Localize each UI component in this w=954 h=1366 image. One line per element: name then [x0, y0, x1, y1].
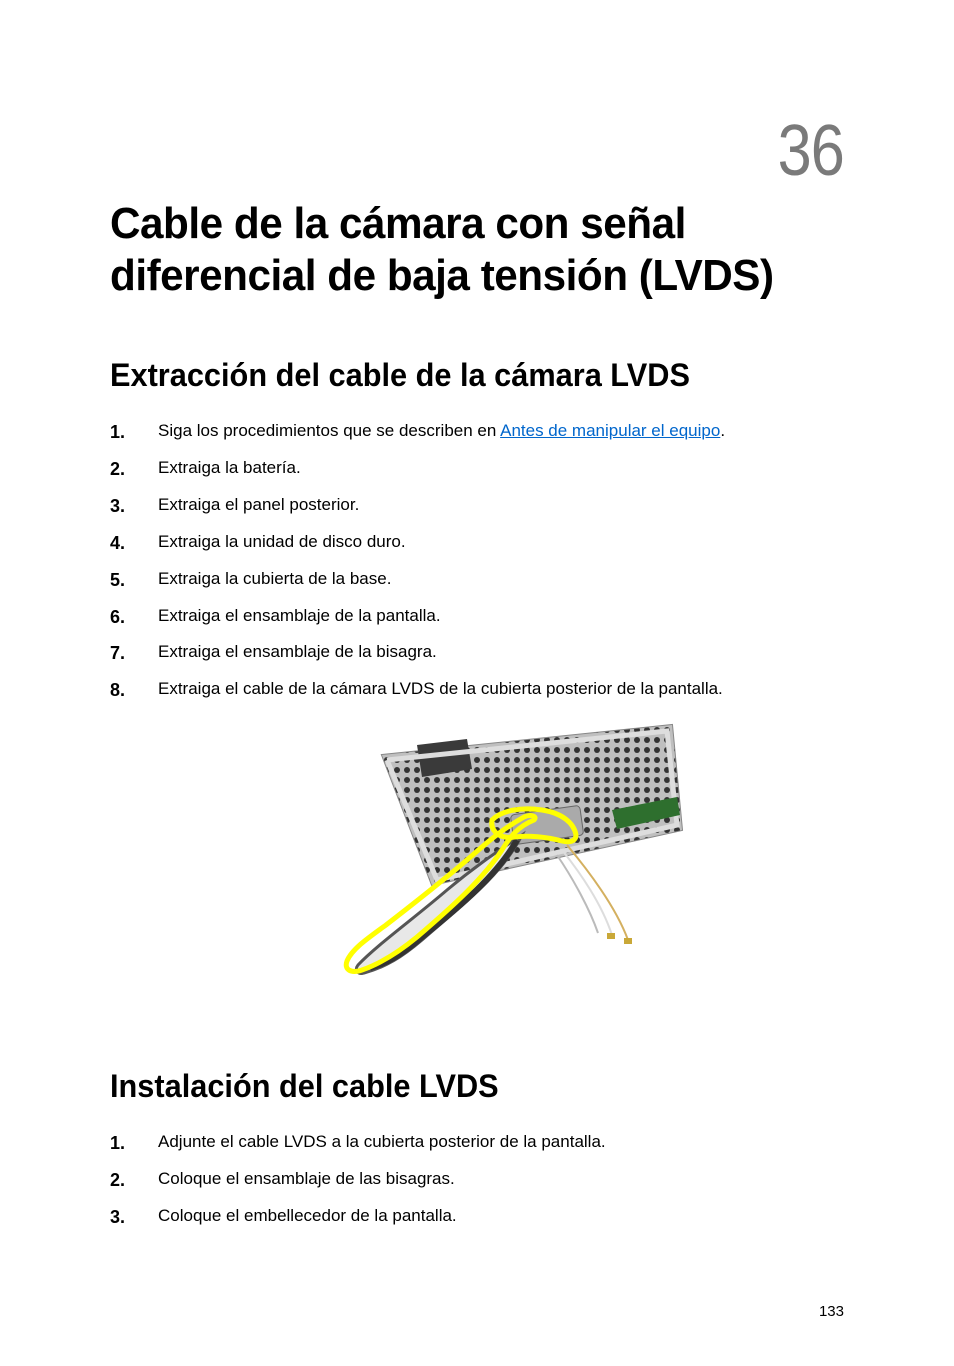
- step-list-extraccion: Siga los procedimientos que se describen…: [110, 420, 844, 702]
- step-text-prefix: Siga los procedimientos que se describen…: [158, 421, 500, 440]
- step-text-suffix: .: [720, 421, 725, 440]
- step-text: Extraiga la unidad de disco duro.: [158, 532, 406, 551]
- step-item: Extraiga la batería.: [110, 457, 844, 480]
- step-text: Extraiga la batería.: [158, 458, 301, 477]
- step-item: Adjunte el cable LVDS a la cubierta post…: [110, 1131, 844, 1154]
- step-text: Adjunte el cable LVDS a la cubierta post…: [158, 1132, 606, 1151]
- step-item: Extraiga el ensamblaje de la bisagra.: [110, 641, 844, 664]
- page-root: 36 Cable de la cámara con señal diferenc…: [0, 0, 954, 1366]
- step-link[interactable]: Antes de manipular el equipo: [500, 421, 720, 440]
- lvds-diagram-icon: [262, 715, 692, 1005]
- section-heading-extraccion: Extracción del cable de la cámara LVDS: [110, 357, 815, 394]
- page-number: 133: [819, 1303, 844, 1320]
- step-text: Coloque el embellecedor de la pantalla.: [158, 1206, 457, 1225]
- chapter-number: 36: [220, 110, 844, 192]
- section-heading-instalacion: Instalación del cable LVDS: [110, 1068, 815, 1105]
- step-item: Extraiga el ensamblaje de la pantalla.: [110, 605, 844, 628]
- step-text: Extraiga el ensamblaje de la pantalla.: [158, 606, 441, 625]
- step-text: Extraiga el ensamblaje de la bisagra.: [158, 642, 437, 661]
- step-item: Extraiga la cubierta de la base.: [110, 568, 844, 591]
- step-text: Extraiga la cubierta de la base.: [158, 569, 391, 588]
- step-item: Extraiga el cable de la cámara LVDS de l…: [110, 678, 844, 701]
- step-item: Extraiga la unidad de disco duro.: [110, 531, 844, 554]
- step-text: Coloque el ensamblaje de las bisagras.: [158, 1169, 455, 1188]
- step-item: Extraiga el panel posterior.: [110, 494, 844, 517]
- step-item: Coloque el embellecedor de la pantalla.: [110, 1205, 844, 1228]
- step-item: Coloque el ensamblaje de las bisagras.: [110, 1168, 844, 1191]
- step-text: Extraiga el panel posterior.: [158, 495, 359, 514]
- page-title: Cable de la cámara con señal diferencial…: [110, 198, 815, 302]
- step-item: Siga los procedimientos que se describen…: [110, 420, 844, 443]
- step-text: Extraiga el cable de la cámara LVDS de l…: [158, 679, 723, 698]
- step-list-instalacion: Adjunte el cable LVDS a la cubierta post…: [110, 1131, 844, 1228]
- figure-lvds-cable: [110, 715, 844, 1010]
- section-instalacion: Instalación del cable LVDS Adjunte el ca…: [110, 1068, 844, 1228]
- section-extraccion: Extracción del cable de la cámara LVDS S…: [110, 357, 844, 1011]
